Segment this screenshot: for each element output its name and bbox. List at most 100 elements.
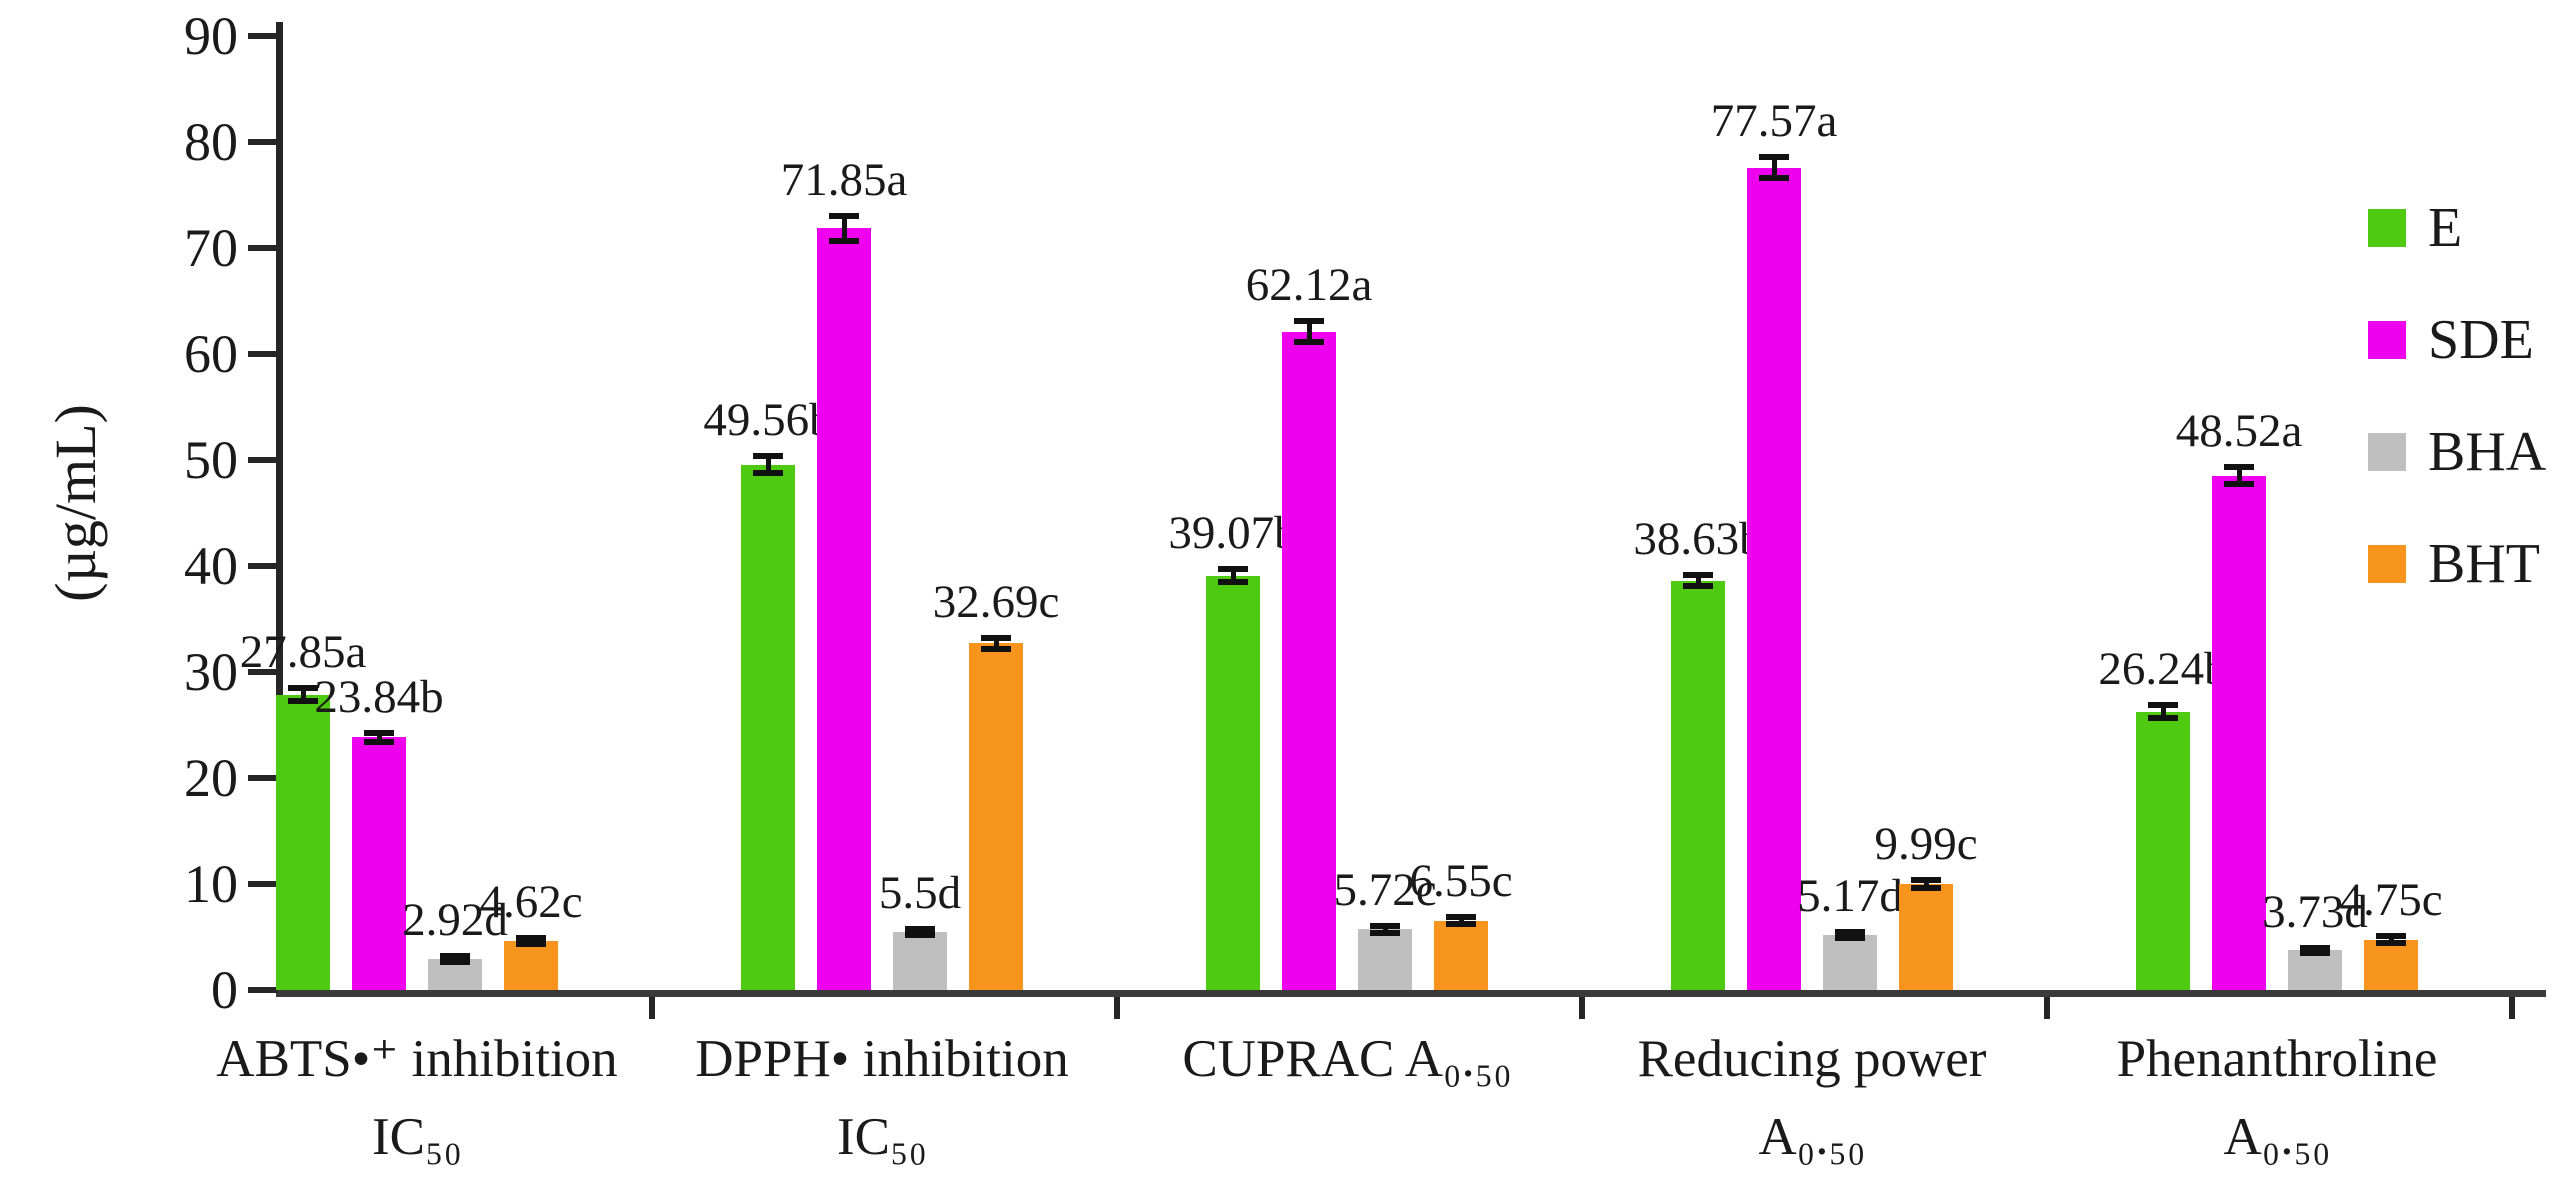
error-bar-line bbox=[528, 937, 534, 945]
error-bar-line bbox=[1771, 157, 1777, 179]
error-bar-line bbox=[300, 688, 306, 702]
bar-e-5 bbox=[2136, 711, 2190, 990]
bar-value-label: 23.84b bbox=[314, 671, 444, 724]
legend-entry-e: E bbox=[2368, 200, 2546, 256]
y-tick-mark bbox=[248, 33, 278, 39]
error-bar-cap bbox=[2224, 464, 2254, 471]
bar-sde-1 bbox=[352, 737, 406, 990]
legend-swatch-sde bbox=[2368, 321, 2406, 359]
error-bar-cap bbox=[364, 738, 394, 745]
bar-bht-2 bbox=[969, 643, 1023, 990]
error-bar-line bbox=[765, 456, 771, 474]
error-bar-cap bbox=[2376, 933, 2406, 940]
legend-swatch-bht bbox=[2368, 545, 2406, 583]
bar-value-label: 71.85a bbox=[780, 153, 908, 206]
category-label-line2: IC₅₀ bbox=[372, 1108, 462, 1166]
error-bar-line bbox=[2160, 705, 2166, 719]
bar-value-label: 4.62c bbox=[479, 875, 583, 928]
error-bar-line bbox=[1306, 320, 1312, 343]
category-label-line1: ABTS•⁺ inhibition bbox=[216, 1030, 618, 1088]
error-bar-cap bbox=[753, 453, 783, 460]
bar-bha-5 bbox=[2288, 950, 2342, 990]
bar-value-label: 38.63b bbox=[1633, 513, 1763, 566]
error-bar-cap bbox=[1759, 154, 1789, 161]
bar-value-label: 32.69c bbox=[932, 576, 1060, 629]
bar-e-4 bbox=[1671, 580, 1725, 990]
error-bar-cap bbox=[905, 931, 935, 938]
y-tick-label: 30 bbox=[184, 642, 238, 702]
error-bar-line bbox=[376, 733, 382, 742]
y-tick-mark bbox=[248, 139, 278, 145]
error-bar-cap bbox=[1370, 923, 1400, 930]
bar-sde-4 bbox=[1747, 167, 1801, 990]
error-bar-cap bbox=[1218, 566, 1248, 573]
error-bar-cap bbox=[2300, 950, 2330, 957]
x-axis-line bbox=[276, 990, 2546, 997]
bar-e-2 bbox=[741, 464, 795, 990]
category-label-line1: CUPRAC A₀.₅₀ bbox=[1182, 1030, 1512, 1088]
error-bar-cap bbox=[753, 470, 783, 477]
error-bar-cap bbox=[516, 941, 546, 948]
error-bar-cap bbox=[2300, 944, 2330, 951]
error-bar-line bbox=[1695, 575, 1701, 586]
error-bar-cap bbox=[288, 698, 318, 705]
error-bar-cap bbox=[829, 238, 859, 245]
bar-bha-4 bbox=[1823, 935, 1877, 990]
legend-swatch-bha bbox=[2368, 433, 2406, 471]
bar-value-label: 27.85a bbox=[239, 626, 367, 679]
error-bar-cap bbox=[2148, 702, 2178, 709]
error-bar-cap bbox=[981, 635, 1011, 642]
error-bar-cap bbox=[829, 212, 859, 219]
error-bar-line bbox=[1230, 569, 1236, 583]
category-label-line2: A₀.₅₀ bbox=[1758, 1108, 1866, 1166]
error-bar-cap bbox=[1294, 339, 1324, 346]
error-bar-cap bbox=[1683, 582, 1713, 589]
category-label-line1: DPPH• inhibition bbox=[695, 1030, 1069, 1088]
y-tick-mark bbox=[248, 775, 278, 781]
x-tick-mark bbox=[1579, 997, 1585, 1019]
error-bar-line bbox=[1847, 932, 1853, 939]
x-tick-mark bbox=[2509, 997, 2515, 1019]
y-tick-mark bbox=[248, 987, 278, 993]
error-bar-cap bbox=[1759, 175, 1789, 182]
bar-value-label: 48.52a bbox=[2175, 405, 2303, 458]
bar-bha-3 bbox=[1358, 929, 1412, 990]
bar-value-label: 39.07b bbox=[1168, 507, 1298, 560]
legend-label-sde: SDE bbox=[2428, 309, 2534, 371]
bar-value-label: 3.73d bbox=[2262, 885, 2368, 938]
bar-e-3 bbox=[1206, 575, 1260, 990]
x-tick-mark bbox=[2044, 997, 2050, 1019]
category-label-line2: A₀.₅₀ bbox=[2223, 1108, 2331, 1166]
error-bar-cap bbox=[364, 730, 394, 737]
y-tick-mark bbox=[248, 669, 278, 675]
error-bar-cap bbox=[440, 953, 470, 960]
bar-value-label: 49.56b bbox=[703, 394, 833, 447]
bar-value-label: 26.24b bbox=[2098, 643, 2228, 696]
error-bar-cap bbox=[1835, 929, 1865, 936]
error-bar-cap bbox=[1911, 876, 1941, 883]
y-axis-line bbox=[276, 22, 283, 996]
error-bar-cap bbox=[1911, 885, 1941, 892]
y-tick-mark bbox=[248, 881, 278, 887]
error-bar-line bbox=[841, 215, 847, 242]
y-tick-mark bbox=[248, 457, 278, 463]
error-bar-cap bbox=[516, 934, 546, 941]
bar-value-label: 5.17d bbox=[1797, 870, 1903, 923]
x-tick-mark bbox=[649, 997, 655, 1019]
bar-bht-4 bbox=[1899, 884, 1953, 990]
y-tick-label: 40 bbox=[184, 536, 238, 596]
y-tick-label: 60 bbox=[184, 324, 238, 384]
category-label-line1: Phenanthroline bbox=[2116, 1030, 2438, 1088]
error-bar-line bbox=[2236, 467, 2242, 485]
error-bar-cap bbox=[1370, 929, 1400, 936]
error-bar-cap bbox=[1446, 921, 1476, 928]
error-bar-cap bbox=[1294, 317, 1324, 324]
error-bar-cap bbox=[288, 685, 318, 692]
error-bar-line bbox=[993, 638, 999, 649]
error-bar-line bbox=[1382, 926, 1388, 933]
bar-value-label: 9.99c bbox=[1874, 817, 1978, 870]
legend: E SDE BHA BHT bbox=[2368, 200, 2546, 592]
error-bar-cap bbox=[1218, 579, 1248, 586]
bar-sde-5 bbox=[2212, 475, 2266, 990]
